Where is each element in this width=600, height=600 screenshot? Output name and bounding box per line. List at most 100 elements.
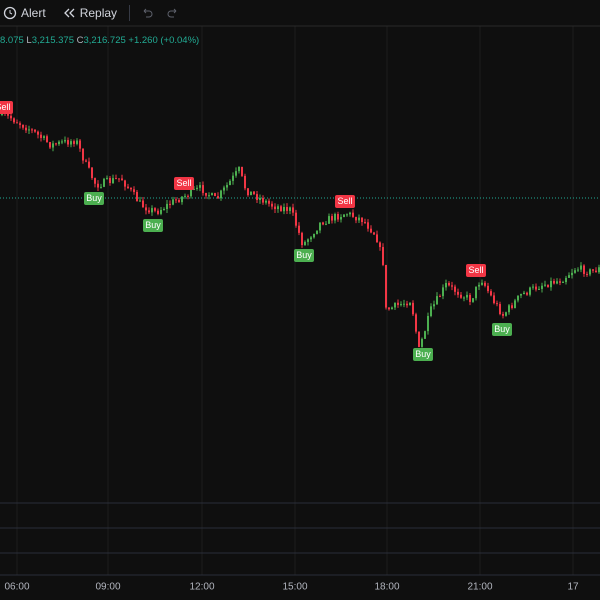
candle-body — [592, 269, 594, 271]
candle-body — [511, 305, 513, 308]
redo-icon — [167, 8, 177, 18]
candle-body — [382, 247, 384, 265]
candle-body — [394, 302, 396, 308]
buy-badge — [413, 348, 433, 361]
candle-body — [565, 277, 567, 283]
candle-body — [529, 287, 531, 295]
candle-body — [58, 141, 60, 145]
candle-body — [538, 288, 540, 290]
candle-body — [589, 269, 591, 275]
candle-body — [385, 264, 387, 308]
candle-body — [283, 206, 285, 212]
candle-body — [223, 187, 225, 191]
candle-body — [139, 200, 141, 202]
candle-body — [118, 178, 120, 180]
candle-body — [481, 282, 483, 285]
candle-body — [199, 185, 201, 188]
candle-body — [391, 307, 393, 310]
candle-body — [181, 196, 183, 203]
candle-body — [397, 302, 399, 305]
candle-body — [25, 127, 27, 131]
candle-body — [448, 282, 450, 286]
candle-body — [550, 280, 552, 288]
candle-body — [520, 294, 522, 296]
low-key: L — [26, 35, 32, 46]
candle-body — [226, 185, 228, 188]
candle-body — [265, 200, 267, 203]
candle-body — [73, 141, 75, 144]
candle-body — [160, 209, 162, 214]
undo-button[interactable] — [140, 6, 154, 20]
candle-body — [544, 284, 546, 286]
candle-body — [211, 193, 213, 196]
candle-body — [472, 298, 474, 302]
candle-body — [244, 175, 246, 189]
candle-body — [40, 134, 42, 138]
candle-body — [157, 210, 159, 214]
sell-badge — [466, 264, 486, 277]
candle-body — [514, 300, 516, 308]
candle-body — [301, 232, 303, 246]
undo-icon — [143, 8, 153, 18]
buy-badge — [143, 219, 163, 232]
candle-body — [46, 136, 48, 143]
candle-body — [331, 216, 333, 221]
candle-body — [418, 331, 420, 347]
candle-body — [259, 197, 261, 200]
sell-label: Sell — [0, 102, 11, 112]
candle-body — [178, 199, 180, 203]
candle-body — [214, 193, 216, 197]
candle-body — [295, 212, 297, 226]
alert-button[interactable]: Alert — [2, 5, 46, 21]
change-value: +1.260 (+0.04%) — [128, 35, 200, 46]
candle-body — [580, 265, 582, 270]
candle-body — [268, 200, 270, 204]
candle-body — [469, 294, 471, 302]
buy-label: Buy — [494, 324, 510, 334]
candle-body — [52, 143, 54, 148]
candle-body — [373, 232, 375, 235]
candle-body — [577, 269, 579, 271]
candle-body — [193, 188, 195, 190]
candle-body — [7, 113, 9, 116]
buy-badge — [492, 323, 512, 336]
candle-body — [145, 207, 147, 211]
candle-body — [502, 314, 504, 316]
candle-body — [523, 292, 525, 295]
x-axis-label: 12:00 — [189, 582, 214, 593]
candle-body — [334, 213, 336, 221]
candle-body — [403, 303, 405, 305]
candle-body — [409, 302, 411, 306]
alert-label: Alert — [21, 6, 46, 20]
candle-body — [61, 141, 63, 143]
candle-body — [292, 207, 294, 213]
candle-body — [478, 284, 480, 287]
sell-label: Sell — [468, 265, 483, 275]
candle-body — [109, 177, 111, 184]
candle-body — [439, 296, 441, 298]
candle-body — [415, 314, 417, 332]
sell-badge — [174, 177, 194, 190]
candle-body — [421, 338, 423, 347]
candle-body — [586, 273, 588, 275]
candle-body — [106, 177, 108, 179]
candle-body — [19, 123, 21, 125]
candle-body — [88, 161, 90, 168]
candle-body — [235, 171, 237, 176]
close-key: C — [76, 35, 84, 46]
separator — [129, 5, 131, 21]
candle-body — [133, 189, 135, 192]
replay-button[interactable]: Replay — [61, 5, 117, 21]
candle-body — [241, 166, 243, 176]
redo-button[interactable] — [166, 6, 180, 20]
candle-body — [256, 194, 258, 200]
candle-body — [436, 296, 438, 305]
candle-body — [466, 294, 468, 298]
candle-body — [553, 280, 555, 284]
candle-body — [556, 281, 558, 284]
candle-body — [10, 115, 12, 119]
replay-icon — [63, 8, 75, 18]
candle-body — [124, 180, 126, 187]
candle-body — [280, 206, 282, 212]
